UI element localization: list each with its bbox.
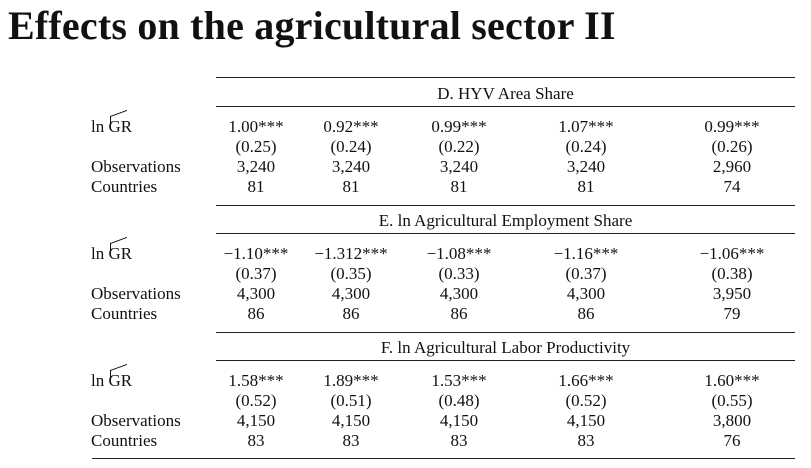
panel-rule xyxy=(216,205,795,206)
table-cell: 3,950 xyxy=(712,284,752,303)
table-cell: −1.08*** xyxy=(426,244,492,263)
table-cell: 4,300 xyxy=(331,284,371,303)
table-cell: −1.312*** xyxy=(314,244,388,263)
table-cell: (0.37) xyxy=(565,264,607,283)
panel-top-rule xyxy=(216,77,795,78)
row-label-coef: ln GR xyxy=(91,117,133,136)
table-cell: (0.55) xyxy=(711,391,753,410)
table-cell: 3,800 xyxy=(712,411,752,430)
table-cell: 0.99*** xyxy=(704,117,760,136)
table-cell: 1.58*** xyxy=(228,371,284,390)
table-cell: 81 xyxy=(577,177,595,196)
table-cell: 4,150 xyxy=(439,411,479,430)
slide-title: Effects on the agricultural sector II xyxy=(8,3,616,48)
table-cell: 83 xyxy=(342,431,360,450)
panel-rule xyxy=(216,332,795,333)
panel-title: D. HYV Area Share xyxy=(437,84,574,103)
table-cell: 83 xyxy=(577,431,595,450)
table-cell: 4,300 xyxy=(236,284,276,303)
table-cell: −1.10*** xyxy=(223,244,289,263)
table-cell: 0.92*** xyxy=(323,117,379,136)
panel-title: E. ln Agricultural Employment Share xyxy=(378,211,633,230)
row-label-countries: Countries xyxy=(91,304,158,323)
table-cell: −1.06*** xyxy=(699,244,765,263)
row-label-coef: ln GR xyxy=(91,244,133,263)
row-label-observations: Observations xyxy=(91,157,181,176)
row-label-observations: Observations xyxy=(91,411,181,430)
table-cell: (0.48) xyxy=(438,391,480,410)
row-label-countries: Countries xyxy=(91,431,158,450)
row-label-observations: Observations xyxy=(91,284,181,303)
table-cell: (0.33) xyxy=(438,264,480,283)
table-cell: (0.37) xyxy=(235,264,277,283)
table-cell: 83 xyxy=(247,431,265,450)
table-cell: 86 xyxy=(342,304,360,323)
table-cell: 1.00*** xyxy=(228,117,284,136)
table-cell: 81 xyxy=(342,177,360,196)
table-cell: (0.38) xyxy=(711,264,753,283)
table-cell: 83 xyxy=(450,431,468,450)
panel-rule xyxy=(216,360,795,361)
table-cell: 4,150 xyxy=(236,411,276,430)
table-cell: 1.89*** xyxy=(323,371,379,390)
table-cell: 4,300 xyxy=(566,284,606,303)
table-cell: 0.99*** xyxy=(431,117,487,136)
table-cell: 3,240 xyxy=(236,157,276,176)
table-cell: 3,240 xyxy=(439,157,479,176)
table-cell: (0.51) xyxy=(330,391,372,410)
table-cell: 1.07*** xyxy=(558,117,614,136)
table-bottom-rule xyxy=(92,458,795,459)
panel-rule xyxy=(216,106,795,107)
table-cell: 74 xyxy=(723,177,741,196)
table-cell: 4,150 xyxy=(331,411,371,430)
row-label-countries: Countries xyxy=(91,177,158,196)
table-cell: 86 xyxy=(450,304,468,323)
table-cell: (0.52) xyxy=(235,391,277,410)
table-cell: 4,300 xyxy=(439,284,479,303)
table-cell: 2,960 xyxy=(712,157,752,176)
hat-accent: GR xyxy=(108,117,133,136)
table-cell: 3,240 xyxy=(331,157,371,176)
table-cell: (0.24) xyxy=(565,137,607,156)
table-cell: −1.16*** xyxy=(553,244,619,263)
table-cell: 76 xyxy=(723,431,741,450)
table-cell: (0.35) xyxy=(330,264,372,283)
table-cell: 86 xyxy=(247,304,265,323)
table-cell: (0.24) xyxy=(330,137,372,156)
table-cell: 1.60*** xyxy=(704,371,760,390)
table-cell: 1.66*** xyxy=(558,371,614,390)
table-cell: (0.52) xyxy=(565,391,607,410)
table-cell: (0.22) xyxy=(438,137,480,156)
table-cell: 4,150 xyxy=(566,411,606,430)
hat-accent: GR xyxy=(108,371,133,390)
panel-rule xyxy=(216,233,795,234)
table-cell: 81 xyxy=(450,177,468,196)
table-cell: (0.26) xyxy=(711,137,753,156)
table-cell: 79 xyxy=(723,304,741,323)
table-cell: 81 xyxy=(247,177,265,196)
table-cell: 3,240 xyxy=(566,157,606,176)
row-label-coef: ln GR xyxy=(91,371,133,390)
table-cell: 1.53*** xyxy=(431,371,487,390)
table-cell: 86 xyxy=(577,304,595,323)
table-cell: (0.25) xyxy=(235,137,277,156)
hat-accent: GR xyxy=(108,244,133,263)
panel-title: F. ln Agricultural Labor Productivity xyxy=(380,338,631,357)
